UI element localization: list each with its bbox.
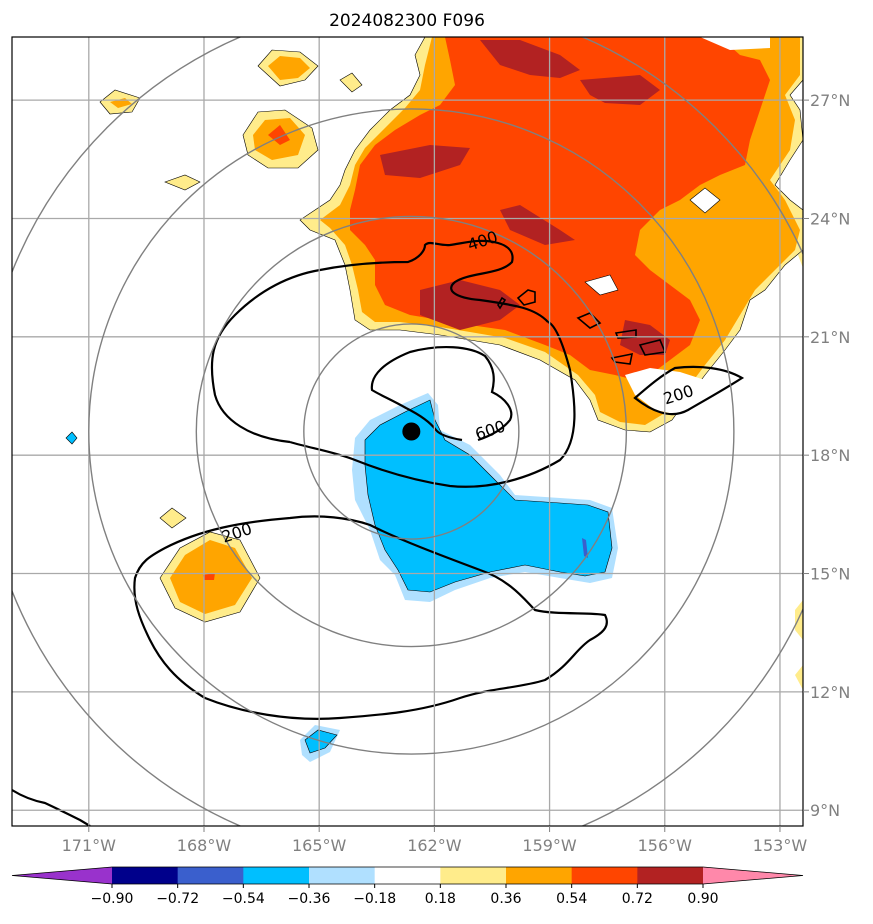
lon-tick-label-0: 171°W xyxy=(62,836,117,855)
blob-9 xyxy=(795,665,803,690)
field-darkred-6 xyxy=(620,320,670,355)
blob-4 xyxy=(339,72,363,93)
colorbar-label-1: −0.72 xyxy=(156,891,199,907)
field-blue xyxy=(364,399,613,593)
lon-tick-label-3: 162°W xyxy=(407,836,462,855)
contour-200-corner xyxy=(12,789,91,826)
colorbar-extend-low xyxy=(12,867,112,884)
range-ring-0 xyxy=(303,323,520,540)
map-frame xyxy=(11,36,804,827)
colorbar-label-0: −0.90 xyxy=(91,891,134,907)
blob-10 xyxy=(798,250,803,268)
lon-tick-label-5: 156°W xyxy=(638,836,693,855)
range-ring-2 xyxy=(88,108,735,755)
colorbar-label-9: 0.90 xyxy=(687,891,718,907)
field-blue-dot xyxy=(65,431,78,445)
longitude-ticks: 171°W 168°W 165°W 162°W 159°W 156°W 153°W xyxy=(62,826,808,855)
blob-3-red xyxy=(268,125,290,145)
colorbar-label-3: −0.36 xyxy=(288,891,331,907)
lon-tick-label-1: 168°W xyxy=(177,836,232,855)
storm-center-marker xyxy=(402,422,421,441)
lon-tick-label-6: 153°W xyxy=(753,836,808,855)
colorbar-label-6: 0.36 xyxy=(490,891,521,907)
colorbar-label-4: −0.18 xyxy=(353,891,396,907)
blob-7-red xyxy=(203,573,215,580)
colorbar-segment-8 xyxy=(637,867,704,884)
colorbar-segment-5 xyxy=(440,867,507,884)
field-darkred-1 xyxy=(480,40,580,78)
contour-main xyxy=(289,320,576,488)
lat-tick-label-0: 9°N xyxy=(810,801,840,820)
colorbar-extend-high xyxy=(703,867,803,884)
plot-title: 2024082300 F096 xyxy=(329,11,485,31)
colorbar-segment-6 xyxy=(506,867,573,884)
colorbar-segment-0 xyxy=(112,867,179,884)
lat-tick-label-3: 18°N xyxy=(810,446,850,465)
field-white-hole-1 xyxy=(584,274,619,296)
field-darkred-4 xyxy=(500,205,575,245)
latitude-ticks: 9°N 12°N 15°N 18°N 21°N 24°N 27°N xyxy=(803,91,850,820)
field-darkred-3 xyxy=(380,145,470,178)
gridlines xyxy=(12,37,803,826)
colorbar: −0.90 −0.72 −0.54 −0.36 −0.18 0.18 0.36 0.54 0.7… xyxy=(11,866,804,907)
field-royal xyxy=(582,538,588,558)
lat-tick-label-4: 21°N xyxy=(810,328,850,347)
blob-5 xyxy=(164,174,201,191)
positive-field xyxy=(299,37,803,433)
colorbar-label-5: 0.18 xyxy=(425,891,456,907)
colorbar-segment-3 xyxy=(309,867,376,884)
blob-1-core xyxy=(268,56,310,80)
colorbar-label-7: 0.54 xyxy=(556,891,587,907)
negative-field xyxy=(65,393,618,762)
lon-tick-label-4: 159°W xyxy=(522,836,577,855)
field-darkred-2 xyxy=(580,75,660,105)
contour-small-6 xyxy=(497,296,507,310)
lat-tick-label-5: 24°N xyxy=(810,209,850,228)
field-white-hole-2 xyxy=(689,187,721,214)
range-rings xyxy=(12,37,803,826)
range-ring-1 xyxy=(195,215,628,648)
colorbar-segment-4 xyxy=(374,867,441,884)
colorbar-label-2: −0.54 xyxy=(222,891,265,907)
contour-small-2 xyxy=(576,312,602,329)
positive-blobs xyxy=(99,49,803,690)
lat-tick-label-6: 27°N xyxy=(810,91,850,110)
contour-200-southwest xyxy=(133,515,608,720)
blob-6 xyxy=(159,507,187,529)
colorbar-segment-2 xyxy=(243,867,310,884)
contour-600 xyxy=(370,345,513,442)
blob-8 xyxy=(795,600,803,640)
lat-tick-label-2: 15°N xyxy=(810,565,850,584)
contour-small-1 xyxy=(516,289,536,306)
colorbar-segment-7 xyxy=(571,867,638,884)
field-darkred-5 xyxy=(420,280,520,330)
field-white-hole-3 xyxy=(700,37,770,50)
lat-tick-label-1: 12°N xyxy=(810,683,850,702)
colorbar-label-8: 0.72 xyxy=(622,891,653,907)
colorbar-segment-1 xyxy=(177,867,244,884)
lon-tick-label-2: 165°W xyxy=(292,836,347,855)
